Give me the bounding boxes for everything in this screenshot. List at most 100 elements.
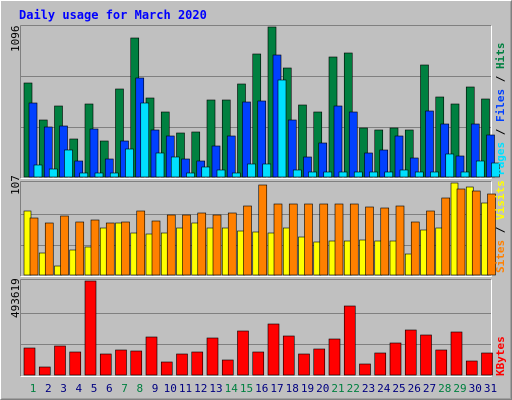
x-label-day-22: 22 [347,382,360,395]
x-label-day-29: 29 [453,382,466,395]
panel-visitors-ymax-label: 107 [9,175,22,195]
legend-hits: Hits [494,43,507,70]
x-label-day-31: 31 [484,382,497,395]
bar-pages-day-8 [140,102,150,178]
x-label-day-15: 15 [240,382,253,395]
x-label-day-21: 21 [331,382,344,395]
x-label-day-20: 20 [316,382,329,395]
x-label-day-11: 11 [179,382,192,395]
bar-kbytes-day-28 [435,349,448,376]
chart-title: Daily usage for March 2020 [19,8,207,22]
legend-pages: Pages [494,142,507,175]
bar-kbytes-day-4 [69,351,82,376]
x-axis-day-labels: 1 2 3 4 5 6 7 8 9 10 11 12 13 14 15 16 17 18 19 20 21 22 23 24 2… [30,382,497,395]
bar-sites-day-28 [441,197,451,276]
x-label-day-4: 4 [75,382,82,395]
bar-pages-day-4 [79,172,89,178]
bar-sites-day-6 [105,222,115,276]
bar-kbytes-day-24 [374,352,387,376]
bar-sites-day-2 [44,222,54,276]
bar-pages-day-22 [353,171,363,178]
bar-files-day-29 [455,155,465,178]
panel-kbytes-legend: KBytes [494,336,507,376]
bar-kbytes-day-30 [465,360,478,376]
bar-kbytes-day-13 [206,337,219,376]
bar-kbytes-day-2 [38,366,51,376]
bar-files-day-20 [318,142,328,178]
legend-kbytes: KBytes [494,336,507,376]
bar-pages-day-17 [277,79,287,178]
bar-kbytes-day-18 [282,335,295,376]
bar-kbytes-day-27 [420,334,432,376]
bar-kbytes-day-15 [237,330,249,376]
bar-pages-day-20 [323,171,333,178]
x-label-day-28: 28 [438,382,451,395]
bar-pages-day-7 [125,148,134,178]
x-label-day-6: 6 [106,382,113,395]
bar-sites-day-14 [227,212,237,276]
bar-pages-day-19 [308,171,317,178]
x-label-day-19: 19 [301,382,314,395]
bar-kbytes-day-31 [481,352,493,376]
bar-files-day-1 [28,102,38,178]
bar-kbytes-day-12 [191,351,204,376]
x-label-day-17: 17 [270,382,283,395]
bar-files-day-14 [226,135,236,178]
x-label-day-3: 3 [60,382,67,395]
bar-pages-day-24 [384,171,394,178]
bar-files-day-30 [470,123,480,178]
bar-files-day-6 [104,158,114,178]
bar-sites-day-13 [212,214,222,276]
bar-sites-day-22 [349,203,359,276]
bar-pages-day-30 [475,160,485,178]
legend-sep1: / [494,220,507,240]
bar-sites-day-16 [258,184,268,276]
bar-pages-day-23 [369,171,378,178]
panel-requests-bars [23,26,500,178]
panel-visitors-legend: Sites / Visits [494,180,507,273]
bar-sites-day-4 [75,221,85,276]
panel-requests-legend: Pages / Files / Hits [494,43,507,176]
x-label-day-9: 9 [152,382,159,395]
bar-sites-day-8 [136,210,146,276]
bar-pages-day-13 [216,169,226,178]
bar-sites-day-20 [319,203,329,276]
legend-sep1: / [494,122,507,142]
bar-files-day-27 [425,110,434,178]
bar-kbytes-day-16 [252,351,265,376]
bar-pages-day-29 [460,171,470,178]
bar-pages-day-26 [414,171,424,178]
bar-kbytes-day-6 [99,353,112,376]
bar-files-day-28 [440,123,450,178]
bar-sites-day-10 [166,214,176,276]
bar-pages-day-9 [155,152,165,178]
legend-visits: Visits [494,180,507,220]
bar-hits-day-7 [115,88,124,178]
bar-kbytes-day-29 [450,331,463,376]
bar-kbytes-day-11 [176,353,188,376]
bar-pages-day-10 [170,156,180,178]
bar-sites-day-31 [487,193,496,276]
bar-sites-day-12 [197,212,207,276]
bar-files-day-16 [257,100,267,178]
bar-sites-day-24 [380,207,390,276]
x-label-day-26: 26 [408,382,421,395]
bar-files-day-24 [379,149,389,178]
bar-files-day-13 [211,145,221,178]
bar-sites-day-11 [182,214,191,276]
bar-sites-day-5 [90,219,100,276]
x-label-day-1: 1 [30,382,37,395]
x-label-day-2: 2 [45,382,52,395]
bar-sites-day-1 [29,217,39,276]
bar-pages-day-5 [94,172,104,178]
bar-kbytes-day-9 [145,336,158,376]
bar-sites-day-3 [60,215,69,276]
bar-kbytes-day-25 [389,342,402,376]
bar-sites-day-15 [243,205,252,276]
bar-files-day-18 [287,119,297,178]
bar-sites-day-17 [273,203,283,276]
bar-files-day-19 [303,156,312,178]
bar-files-day-23 [364,152,373,178]
bar-pages-day-21 [338,171,348,178]
